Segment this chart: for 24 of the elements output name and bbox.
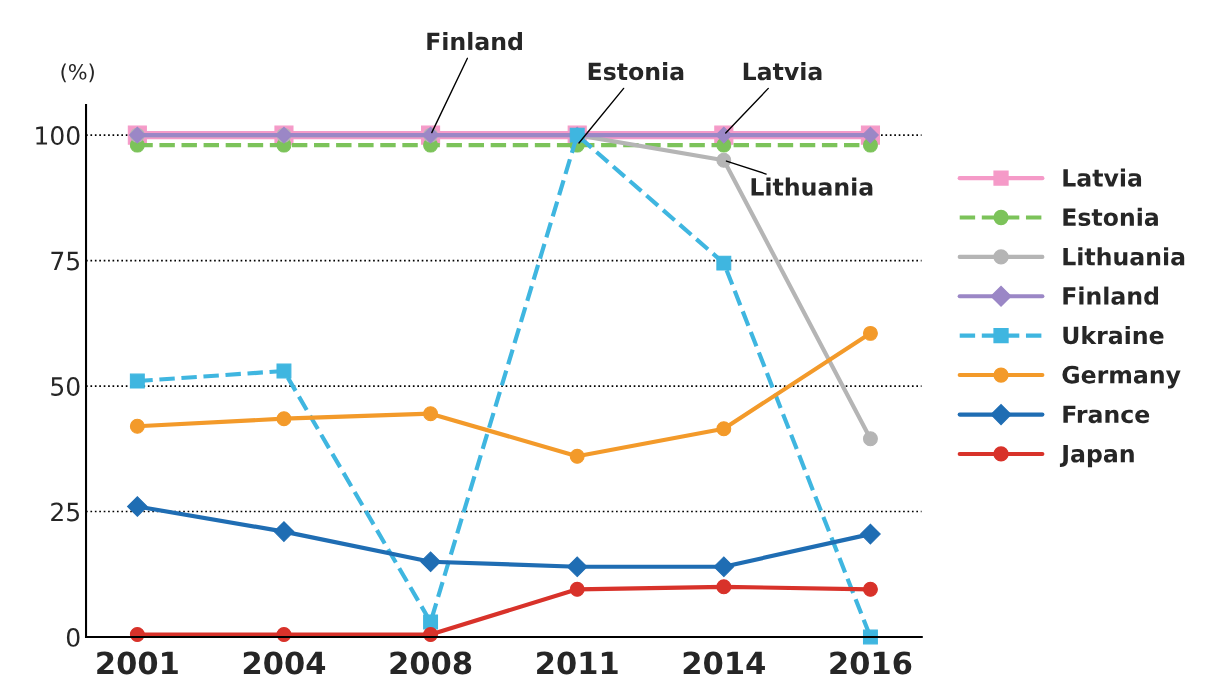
legend-label: Japan <box>1059 445 1134 468</box>
x-tick-label: 2016 <box>830 651 912 675</box>
x-tick-label: 2011 <box>537 651 618 675</box>
legend-label: Lithuania <box>1063 247 1185 266</box>
y-tick-label: 100 <box>36 126 80 145</box>
legend-label: Finland <box>1063 286 1159 305</box>
legend-label: Estonia <box>1063 207 1158 227</box>
annotation: Estonia <box>588 62 684 81</box>
x-tick-label: 2004 <box>243 651 326 675</box>
y-tick-label: 75 <box>51 251 79 271</box>
legend-label: France <box>1063 405 1150 424</box>
x-tick-label: 2014 <box>683 651 765 675</box>
y-tick-label: 25 <box>51 502 79 522</box>
annotation: Latvia <box>743 62 822 81</box>
legend-label: Latvia <box>1063 168 1142 187</box>
annotation: Finland <box>427 31 522 51</box>
y-tick-label: 0 <box>66 627 80 647</box>
legend-label: Germany <box>1062 365 1181 389</box>
y-tick-label: 50 <box>51 377 80 396</box>
legend-label: Ukraine <box>1063 325 1164 345</box>
y-axis-title: (%) <box>61 63 94 83</box>
x-tick-label: 2008 <box>390 651 472 675</box>
annotation: Lithuania <box>751 177 873 196</box>
x-tick-label: 2001 <box>97 651 178 675</box>
